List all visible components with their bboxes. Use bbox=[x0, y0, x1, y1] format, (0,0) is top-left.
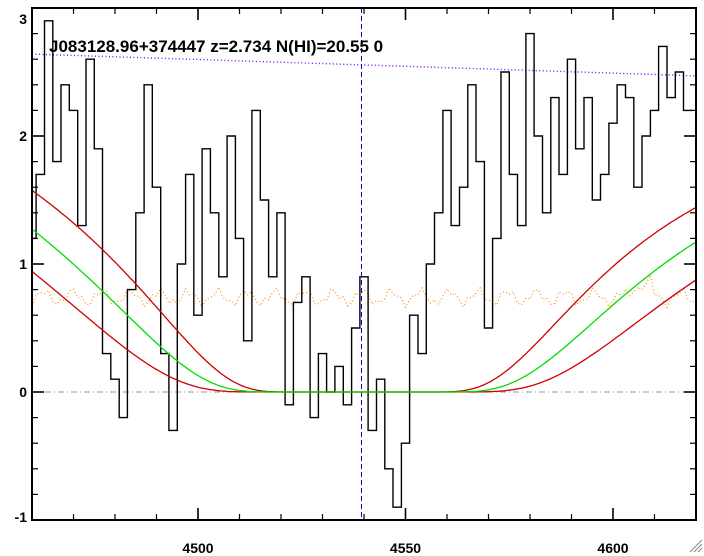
resize-grip[interactable] bbox=[689, 539, 703, 553]
y-tick-label: 1 bbox=[19, 256, 27, 272]
y-tick-label: -1 bbox=[15, 509, 28, 525]
plot-frame bbox=[31, 7, 697, 521]
chart-title: J083128.96+374447 z=2.734 N(HI)=20.55 0 bbox=[49, 37, 383, 56]
fit-upper-bound-curve bbox=[32, 189, 696, 393]
y-tick-label: 3 bbox=[19, 11, 27, 27]
axis-ticks bbox=[31, 7, 697, 521]
y-tick-label: 2 bbox=[19, 128, 27, 144]
x-tick-label: 4600 bbox=[597, 540, 628, 556]
x-tick-labels: 4500 4550 4600 bbox=[182, 540, 628, 556]
continuum-curve bbox=[32, 53, 696, 77]
x-tick-label: 4550 bbox=[390, 540, 421, 556]
y-tick-label: 0 bbox=[19, 384, 27, 400]
x-tick-label: 4500 bbox=[182, 540, 213, 556]
fit-best-curve bbox=[32, 228, 696, 393]
flux-spectrum-curve bbox=[32, 20, 692, 508]
y-tick-labels: -1 0 1 2 3 bbox=[15, 11, 28, 525]
